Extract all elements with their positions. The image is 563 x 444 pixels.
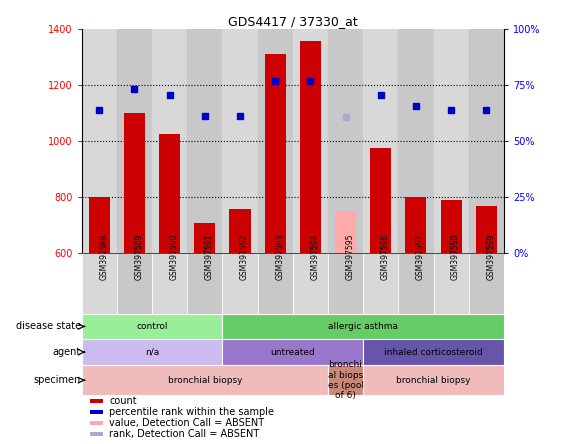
Text: GSM397589: GSM397589 [135,233,144,280]
Text: GSM397590: GSM397590 [169,233,178,280]
Bar [187,254,222,313]
Bar [222,29,258,254]
Bar [300,41,321,254]
Text: inhaled corticosteroid: inhaled corticosteroid [384,348,483,357]
Text: value, Detection Call = ABSENT: value, Detection Call = ABSENT [109,418,264,428]
Bar [363,339,504,365]
Bar [476,206,497,254]
Bar [82,339,222,365]
Bar [117,29,152,254]
Bar [90,421,102,425]
Bar [399,29,434,254]
Bar [82,365,328,396]
Bar [468,254,504,313]
Bar [90,410,102,414]
Bar [328,365,363,396]
Bar [194,222,216,254]
Text: GSM397592: GSM397592 [240,233,249,280]
Bar [159,134,180,254]
Bar [152,254,187,313]
Bar [90,432,102,436]
Bar [363,365,504,396]
Text: count: count [109,396,137,406]
Text: n/a: n/a [145,348,159,357]
Text: allergic asthma: allergic asthma [328,322,398,331]
Text: GSM397596: GSM397596 [381,233,390,280]
Bar [370,148,391,254]
Bar [124,113,145,254]
Text: specimen: specimen [34,375,81,385]
Text: agent: agent [53,347,81,357]
Bar [440,200,462,254]
Title: GDS4417 / 37330_at: GDS4417 / 37330_at [228,15,358,28]
Text: control: control [136,322,168,331]
Bar [90,399,102,403]
Bar [328,254,363,313]
Bar [293,29,328,254]
Text: GSM397588: GSM397588 [99,234,108,280]
Text: GSM397591: GSM397591 [205,233,214,280]
Bar [222,339,363,365]
Text: bronchial biopsy: bronchial biopsy [168,376,242,385]
Text: bronchi
al biops
es (pool
of 6): bronchi al biops es (pool of 6) [328,360,364,400]
Bar [468,29,504,254]
Bar [117,254,152,313]
Text: GSM397598: GSM397598 [451,233,460,280]
Bar [363,254,399,313]
Text: percentile rank within the sample: percentile rank within the sample [109,407,274,417]
Bar [434,29,468,254]
Bar [405,197,427,254]
Bar [152,29,187,254]
Bar [82,254,117,313]
Bar [293,254,328,313]
Bar [88,197,110,254]
Bar [258,29,293,254]
Bar [230,209,251,254]
Text: GSM397594: GSM397594 [310,233,319,280]
Text: bronchial biopsy: bronchial biopsy [396,376,471,385]
Bar [187,29,222,254]
Text: disease state: disease state [16,321,81,332]
Text: GSM397597: GSM397597 [416,233,425,280]
Bar [335,211,356,254]
Bar [82,313,222,339]
Bar [265,54,286,254]
Bar [82,29,117,254]
Bar [222,313,504,339]
Bar [434,254,468,313]
Bar [328,29,363,254]
Bar [399,254,434,313]
Bar [363,29,399,254]
Text: untreated: untreated [270,348,315,357]
Bar [222,254,258,313]
Text: GSM397599: GSM397599 [486,233,495,280]
Text: rank, Detection Call = ABSENT: rank, Detection Call = ABSENT [109,429,260,439]
Text: GSM397593: GSM397593 [275,233,284,280]
Text: GSM397595: GSM397595 [346,233,355,280]
Bar [258,254,293,313]
